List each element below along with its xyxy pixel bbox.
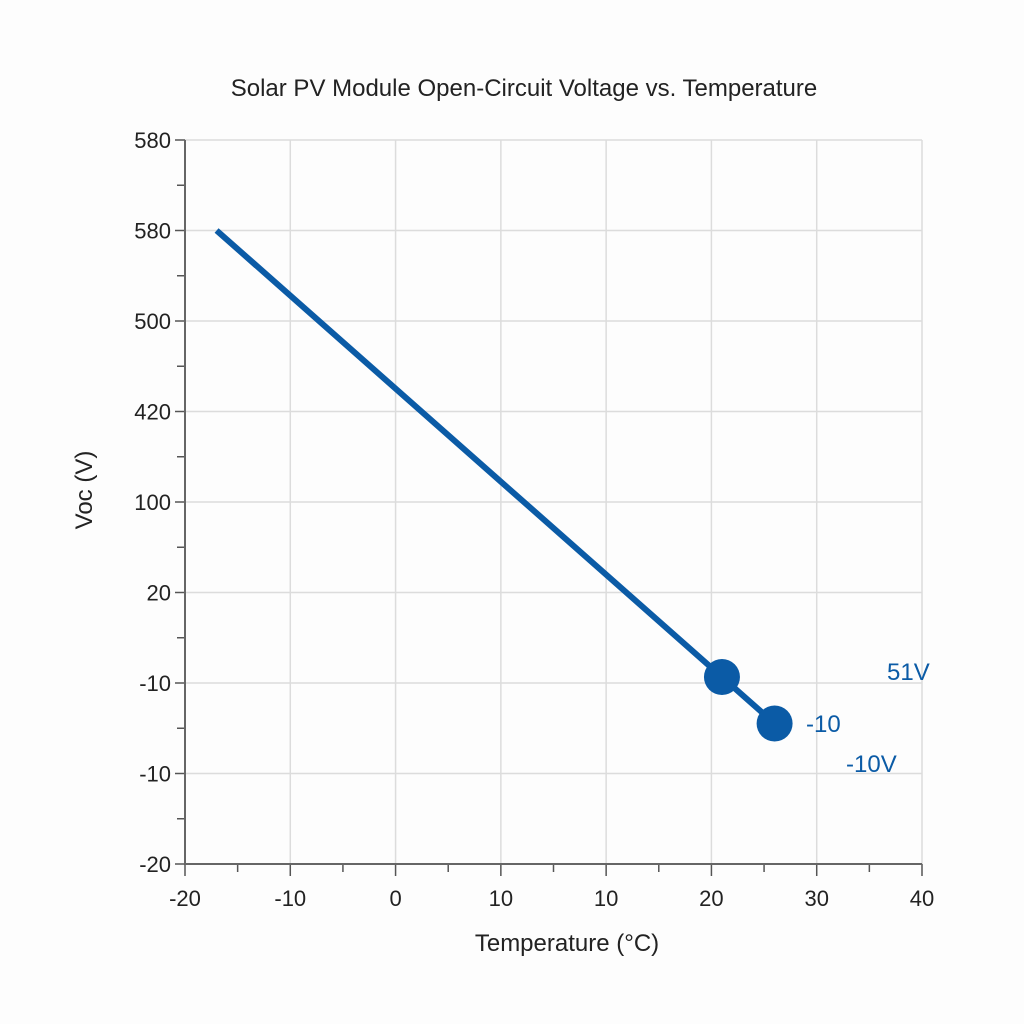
- y-tick-label: 20: [147, 581, 171, 606]
- y-tick-label: -20: [139, 852, 171, 877]
- axes: [175, 139, 923, 876]
- x-tick-label: 10: [489, 886, 513, 911]
- y-tick-label: -10: [139, 762, 171, 787]
- x-tick-label: 30: [804, 886, 828, 911]
- y-tick-label: 500: [134, 309, 171, 334]
- x-tick-label: -10: [274, 886, 306, 911]
- y-tick-label: 420: [134, 400, 171, 425]
- x-tick-label: 40: [910, 886, 934, 911]
- chart-title: Solar PV Module Open-Circuit Voltage vs.…: [231, 75, 818, 102]
- series-line: [214, 228, 777, 726]
- x-tick-label: 20: [699, 886, 723, 911]
- y-tick-label: -10: [139, 671, 171, 696]
- annotation-minus10: -10: [806, 711, 841, 738]
- y-tick-label: 100: [134, 490, 171, 515]
- grid: [185, 139, 923, 864]
- y-tick-label: 580: [134, 219, 171, 244]
- x-tick-label: 0: [389, 886, 401, 911]
- series: [214, 228, 793, 742]
- data-marker: [703, 658, 740, 695]
- y-tick-label: 580: [134, 128, 171, 153]
- tick-labels: -20 -10 0 10 10 20 30 4058058050042010020-10-10…: [134, 128, 934, 911]
- annotation-51v: 51V: [887, 659, 930, 686]
- x-tick-label: -20: [169, 886, 201, 911]
- annotation-minus10v: -10V: [846, 751, 897, 778]
- x-axis-label: Temperature (°C): [475, 930, 659, 957]
- data-marker: [756, 705, 793, 742]
- x-tick-label: 10: [594, 886, 618, 911]
- y-axis-label: Voc (V): [71, 451, 98, 530]
